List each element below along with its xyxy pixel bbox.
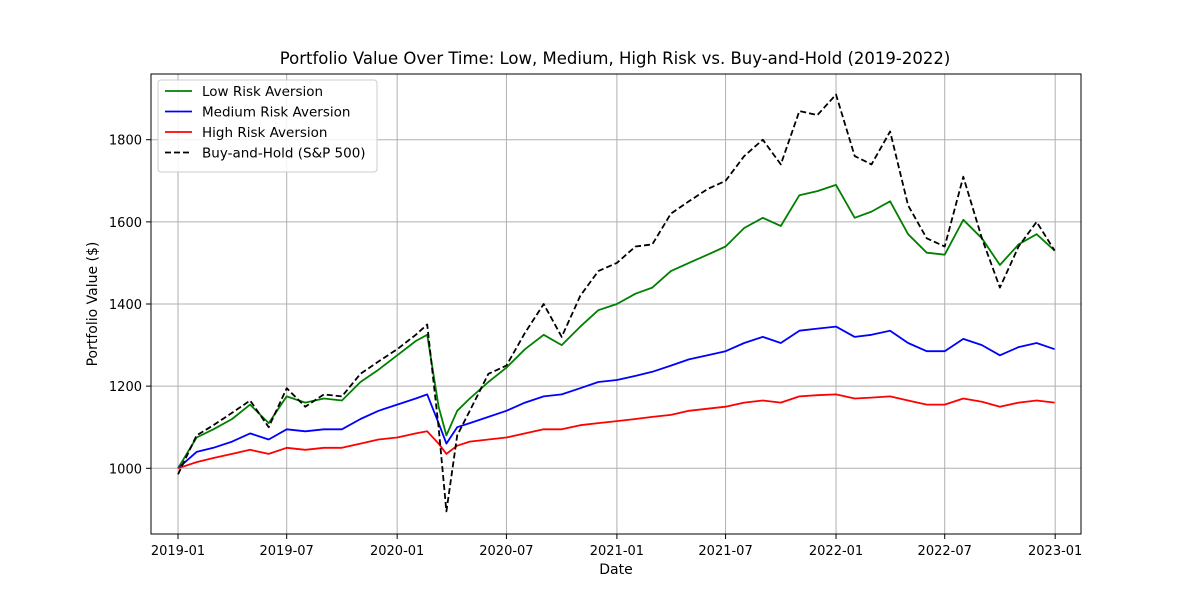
x-tick-label: 2020-07	[479, 544, 533, 559]
series-line-1	[177, 325, 1055, 469]
series-lines	[177, 93, 1056, 513]
x-tick-label: 2020-01	[370, 544, 424, 559]
series-line-3	[177, 93, 1056, 513]
legend-box	[157, 79, 378, 173]
x-axis-label: Date	[599, 562, 632, 578]
legend-label-3: Buy-and-Hold (S&P 500)	[202, 146, 366, 162]
x-tick-label: 2019-01	[151, 544, 205, 559]
y-tick-label: 1600	[109, 216, 142, 231]
legend-label-2: High Risk Aversion	[202, 125, 327, 141]
x-tick-label: 2023-01	[1028, 544, 1082, 559]
legend-label-1: Medium Risk Aversion	[202, 105, 350, 121]
series-line-0	[177, 184, 1056, 469]
y-axis-label: Portfolio Value ($)	[85, 242, 101, 367]
x-tick-label: 2019-07	[260, 544, 314, 559]
x-tick-label: 2021-07	[698, 544, 752, 559]
legend: Low Risk Aversion Medium Risk Aversion Hig…	[157, 79, 378, 173]
legend-label-0: Low Risk Aversion	[202, 84, 323, 100]
x-tick-label: 2022-07	[918, 544, 972, 559]
y-tick-label: 1800	[109, 134, 142, 149]
grid-lines	[151, 74, 1081, 534]
y-tick-label: 1000	[109, 462, 142, 477]
series-line-2	[177, 393, 1055, 470]
x-tick-label: 2022-01	[809, 544, 863, 559]
axis-ticks: 2019-01 2019-07 2020-01 2020-07 2021-01 2021-…	[109, 134, 1082, 559]
x-tick-label: 2021-01	[590, 544, 644, 559]
chart-title: Portfolio Value Over Time: Low, Medium, …	[280, 49, 951, 68]
y-tick-label: 1200	[109, 380, 142, 395]
y-tick-label: 1400	[109, 298, 142, 313]
